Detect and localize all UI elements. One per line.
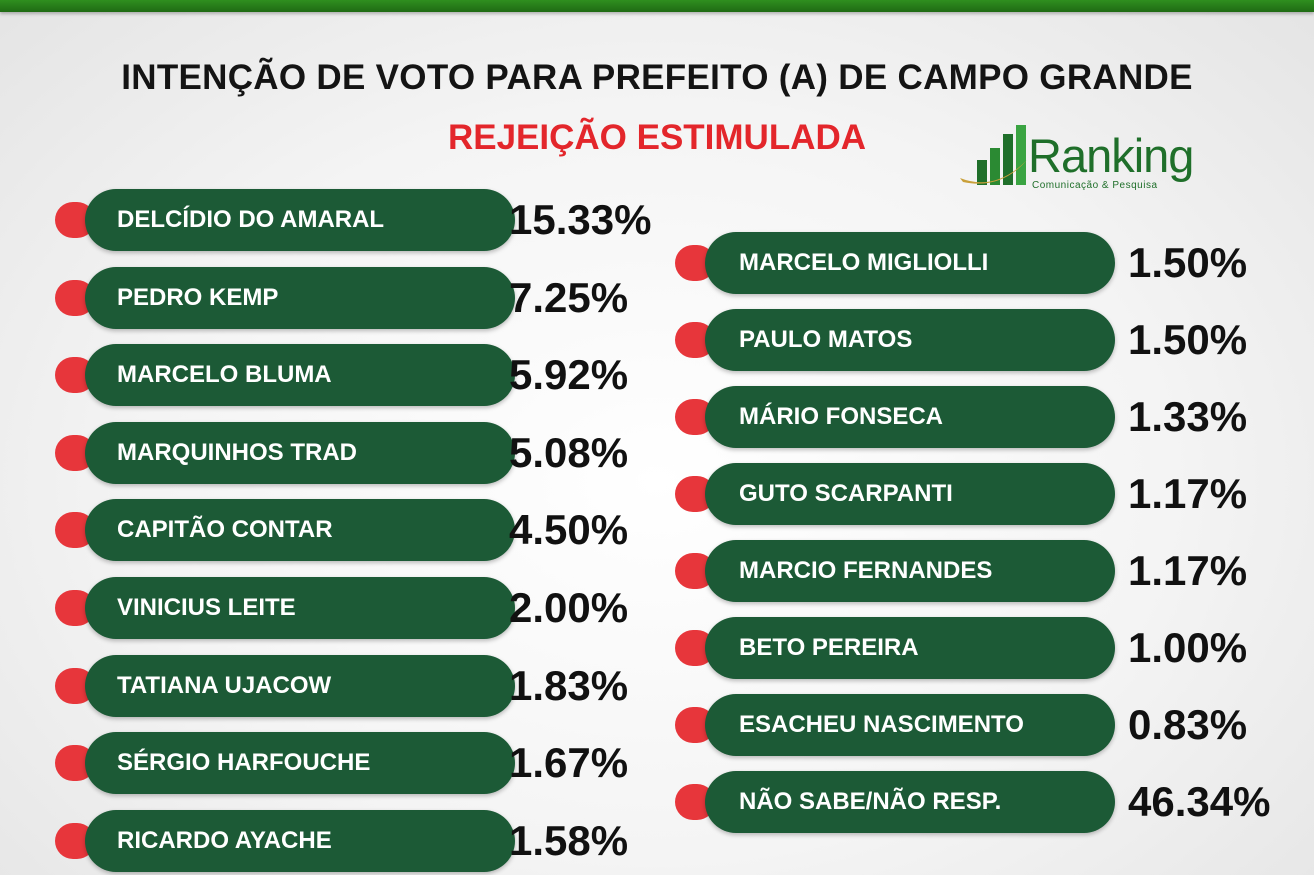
percentage-label: 46.34%: [1128, 778, 1271, 825]
candidate-row: MÁRIO FONSECA 1.33%: [675, 386, 1314, 448]
candidate-pill: [85, 577, 515, 639]
candidate-row: NÃO SABE/NÃO RESP. 46.34%: [675, 771, 1314, 833]
candidate-pill: [85, 654, 515, 717]
percentage-label: 5.08%: [509, 428, 629, 476]
candidate-name: NÃO SABE/NÃO RESP.: [739, 788, 1002, 815]
candidate-pill: [85, 809, 515, 872]
percentage-label: 2.00%: [509, 584, 629, 631]
candidate-name: PEDRO KEMP: [117, 283, 279, 311]
candidate-name: MARCELO MIGLIOLLI: [739, 249, 989, 276]
candidate-name: BETO PEREIRA: [739, 634, 919, 661]
candidate-pill: [705, 463, 1115, 525]
candidate-row: VINICIUS LEITE 2.00%: [55, 577, 699, 639]
candidate-name: SÉRGIO HARFOUCHE: [117, 749, 371, 777]
logo-mark-icon: [960, 125, 1027, 185]
ranking-logo: Ranking Comunicação & Pesquisa: [955, 120, 1195, 195]
percentage-label: 1.67%: [509, 739, 629, 787]
candidate-pill: [705, 694, 1115, 756]
candidate-name: GUTO SCARPANTI: [739, 480, 953, 507]
candidate-name: PAULO MATOS: [739, 326, 913, 353]
candidate-name: MARCELO BLUMA: [117, 361, 332, 389]
candidate-name: MARCIO FERNANDES: [739, 557, 993, 584]
percentage-label: 1.17%: [1128, 547, 1248, 594]
percentage-label: 15.33%: [509, 196, 652, 243]
candidate-pill: [705, 617, 1115, 679]
percentage-label: 1.33%: [1128, 393, 1248, 440]
candidate-name: ESACHEU NASCIMENTO: [739, 711, 1024, 738]
percentage-label: 1.50%: [1128, 316, 1248, 363]
candidate-pill: [85, 189, 515, 251]
candidate-row: GUTO SCARPANTI 1.17%: [675, 463, 1314, 525]
chart-subtitle: REJEIÇÃO ESTIMULADA: [447, 118, 867, 157]
candidate-name: DELCÍDIO DO AMARAL: [117, 206, 385, 233]
candidate-row: ESACHEU NASCIMENTO 0.83%: [675, 694, 1314, 756]
chart-title: INTENÇÃO DE VOTO PARA PREFEITO (A) DE CA…: [121, 58, 1193, 97]
candidate-name: MARQUINHOS TRAD: [117, 438, 357, 466]
candidate-pill: [705, 771, 1115, 833]
candidate-pill: [85, 499, 515, 562]
candidate-pill: [705, 540, 1115, 602]
candidate-row: SÉRGIO HARFOUCHE 1.67%: [55, 732, 699, 795]
percentage-label: 0.83%: [1128, 701, 1248, 748]
candidate-row: BETO PEREIRA 1.00%: [675, 617, 1314, 679]
candidate-row: RICARDO AYACHE 1.58%: [55, 809, 699, 872]
candidate-row: PEDRO KEMP 7.25%: [55, 266, 699, 329]
percentage-label: 1.17%: [1128, 470, 1248, 517]
candidate-row: TATIANA UJACOW 1.83%: [55, 654, 699, 717]
candidate-row: CAPITÃO CONTAR 4.50%: [55, 499, 699, 562]
candidate-name: VINICIUS LEITE: [117, 594, 296, 621]
candidate-name: TATIANA UJACOW: [117, 671, 332, 699]
percentage-label: 1.83%: [509, 661, 629, 709]
candidate-name: RICARDO AYACHE: [117, 826, 332, 854]
candidate-row: DELCÍDIO DO AMARAL 15.33%: [55, 189, 699, 251]
percentage-label: 7.25%: [509, 273, 629, 321]
candidate-pill: [85, 266, 515, 329]
candidate-pill: [705, 309, 1115, 371]
candidate-row: MARCELO BLUMA 5.92%: [55, 344, 699, 407]
logo-tagline: Comunicação & Pesquisa: [1032, 180, 1158, 191]
candidate-row: MARCELO MIGLIOLLI 1.50%: [675, 232, 1314, 294]
percentage-label: 1.00%: [1128, 624, 1248, 671]
logo-wordmark: Ranking: [1028, 129, 1194, 182]
candidate-pill: [705, 232, 1115, 294]
top-bar: [0, 0, 1314, 12]
candidate-pill: [85, 344, 515, 407]
percentage-label: 4.50%: [509, 506, 629, 554]
candidate-row: MARQUINHOS TRAD 5.08%: [55, 421, 699, 484]
candidate-row: PAULO MATOS 1.50%: [675, 309, 1314, 371]
candidate-pill: [85, 732, 515, 795]
candidate-pill: [85, 421, 515, 484]
percentage-label: 1.58%: [509, 816, 629, 864]
percentage-label: 1.50%: [1128, 239, 1248, 286]
percentage-label: 5.92%: [509, 351, 629, 399]
candidate-pill: [705, 386, 1115, 448]
candidate-row: MARCIO FERNANDES 1.17%: [675, 540, 1314, 602]
candidate-name: MÁRIO FONSECA: [739, 403, 943, 430]
candidate-name: CAPITÃO CONTAR: [117, 516, 333, 544]
